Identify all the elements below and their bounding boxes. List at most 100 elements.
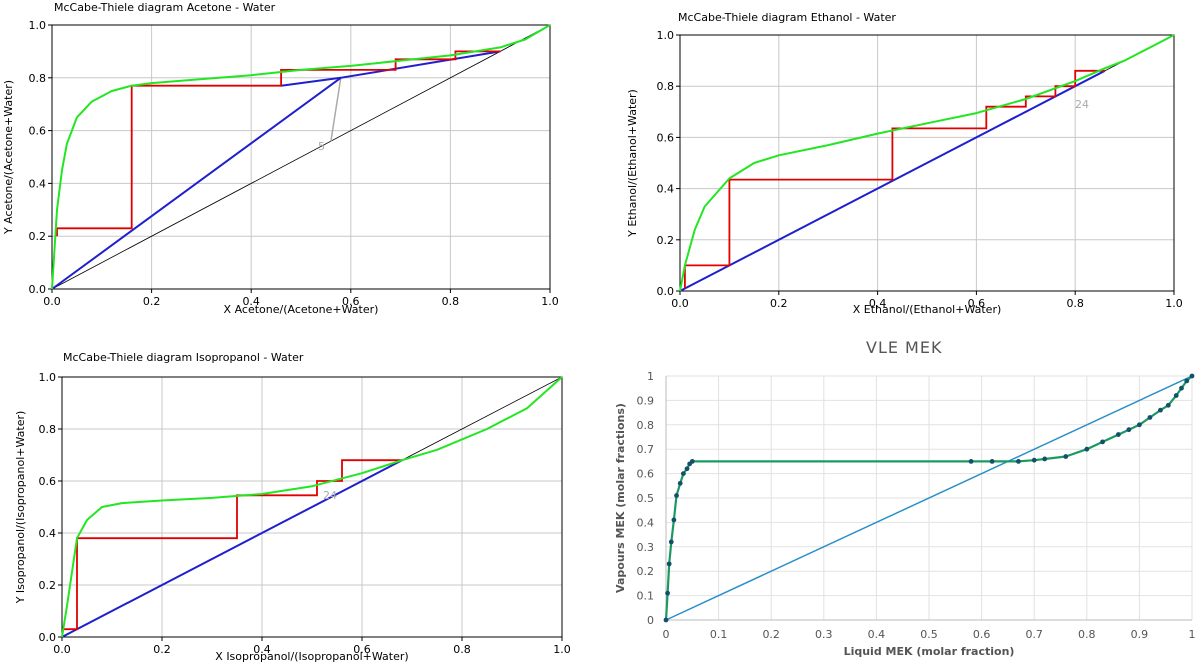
data-point bbox=[1100, 439, 1105, 445]
x-tick-label: 0.6 bbox=[973, 628, 991, 641]
x-tick-label: 1 bbox=[1189, 628, 1196, 641]
x-tick-label: 0.1 bbox=[710, 628, 728, 641]
x-tick-label: 0.2 bbox=[153, 643, 171, 656]
equilibrium-curve bbox=[61, 376, 563, 638]
y-axis-label: Y Ethanol/(Ethanol+Water) bbox=[626, 89, 639, 238]
y-tick-label: 0.7 bbox=[637, 443, 655, 456]
data-point bbox=[1165, 402, 1171, 408]
y-tick-label: 0.2 bbox=[39, 579, 57, 592]
y-tick-label: 0.2 bbox=[637, 565, 655, 578]
diagonal-series bbox=[665, 375, 1193, 621]
x-tick-label: 0.3 bbox=[815, 628, 833, 641]
operating-line bbox=[280, 76, 341, 87]
y-tick-label: 1 bbox=[647, 370, 654, 383]
y-axis-label: Y Isopropanol/(Isopropanol+Water) bbox=[14, 411, 27, 605]
data-point bbox=[1184, 378, 1190, 384]
x-tick-label: 1.0 bbox=[1165, 297, 1183, 310]
data-point bbox=[1084, 446, 1090, 452]
y-tick-label: 0.2 bbox=[657, 234, 675, 247]
y-tick-label: 0.4 bbox=[637, 516, 655, 529]
x-axis-label: X Ethanol/(Ethanol+Water) bbox=[853, 303, 1002, 316]
y-tick-label: 0 bbox=[647, 614, 654, 627]
y-tick-label: 0.0 bbox=[29, 283, 47, 296]
chart-title: McCabe-Thiele diagram Acetone - Water bbox=[54, 1, 276, 14]
y-tick-label: 1.0 bbox=[39, 371, 57, 384]
y-axis-label: Vapours MEK (molar fractions) bbox=[614, 403, 627, 593]
x-tick-label: 0.8 bbox=[1078, 628, 1096, 641]
y-tick-label: 0.6 bbox=[637, 468, 655, 481]
y-tick-label: 0.0 bbox=[39, 631, 57, 644]
x-tick-label: 0.7 bbox=[1025, 628, 1043, 641]
data-point bbox=[1137, 422, 1142, 428]
data-point bbox=[1158, 407, 1163, 413]
y-tick-label: 0.3 bbox=[637, 541, 655, 554]
y-tick-label: 0.5 bbox=[637, 492, 655, 505]
y-tick-label: 0.6 bbox=[29, 125, 47, 138]
data-point bbox=[1016, 459, 1021, 464]
x-tick-label: 0.2 bbox=[762, 628, 780, 641]
chart-title: VLE MEK bbox=[866, 338, 943, 357]
x-tick-label: 0.9 bbox=[1131, 628, 1149, 641]
x-tick-label: 0.8 bbox=[1066, 297, 1084, 310]
data-point bbox=[663, 617, 669, 623]
chart-title: McCabe-Thiele diagram Ethanol - Water bbox=[678, 11, 896, 24]
y-tick-label: 0.6 bbox=[39, 475, 57, 488]
isopropanol-plot: 0.0 0.2 0.4 0.6 0.8 1.0 0.0 0.2 0.4 0.6 0.8 1.0 24 X … bbox=[14, 371, 571, 663]
y-tick-label: 0.8 bbox=[39, 423, 57, 436]
operating-line bbox=[61, 459, 403, 638]
y-tick-label: 0.4 bbox=[657, 183, 675, 196]
stage-steps bbox=[62, 459, 402, 631]
stage-annotation: 5 bbox=[318, 140, 325, 153]
y-tick-label: 1.0 bbox=[657, 29, 675, 42]
ethanol-plot: 0.0 0.2 0.4 0.6 0.8 1.0 0.0 0.2 0.4 0.6 0.8 1.0 24 X … bbox=[626, 29, 1183, 316]
acetone-plot: 0.0 0.2 0.4 0.6 0.8 1.0 0.0 0.2 0.4 0.6 0.8 1.0 5 X A… bbox=[2, 19, 559, 316]
x-tick-label: 0.8 bbox=[453, 643, 471, 656]
x-axis-label: X Acetone/(Acetone+Water) bbox=[224, 303, 379, 316]
x-tick-label: 1.0 bbox=[541, 295, 559, 308]
y-tick-label: 0.2 bbox=[29, 230, 47, 243]
equilibrium-curve bbox=[679, 34, 1175, 292]
stage-annotation: 24 bbox=[323, 489, 337, 502]
data-point bbox=[1173, 393, 1179, 398]
x-tick-label: 0.8 bbox=[442, 295, 460, 308]
stage-steps bbox=[684, 69, 1105, 289]
diagonal-line bbox=[51, 24, 551, 290]
x-axis-label: X Isopropanol/(Isopropanol+Water) bbox=[215, 650, 408, 663]
data-point bbox=[1147, 415, 1153, 420]
data-point bbox=[684, 466, 690, 472]
x-tick-label: 0.4 bbox=[242, 295, 260, 308]
y-tick-label: 0.8 bbox=[637, 419, 655, 432]
y-tick-label: 0.1 bbox=[637, 590, 655, 603]
x-tick-label: 0.2 bbox=[770, 297, 788, 310]
x-tick-label: 0.4 bbox=[869, 297, 887, 310]
operating-line bbox=[679, 69, 1106, 292]
plot-frame bbox=[61, 376, 563, 638]
data-point bbox=[680, 471, 686, 476]
equilibrium-curve bbox=[51, 24, 551, 290]
data-point bbox=[689, 459, 695, 464]
data-point bbox=[1063, 454, 1069, 459]
y-tick-label: 0.8 bbox=[29, 72, 47, 85]
data-point bbox=[989, 459, 995, 464]
y-tick-label: 1.0 bbox=[29, 19, 47, 32]
data-point bbox=[1179, 385, 1184, 391]
x-tick-label: 0.4 bbox=[253, 643, 271, 656]
y-axis-label: Y Acetone/(Acetone+Water) bbox=[2, 80, 15, 235]
x-tick-label: 0.4 bbox=[868, 628, 886, 641]
x-tick-label: 0.2 bbox=[143, 295, 161, 308]
data-point bbox=[968, 459, 974, 464]
y-tick-label: 0.4 bbox=[29, 177, 47, 190]
x-tick-label: 0.0 bbox=[671, 297, 689, 310]
x-axis-label: Liquid MEK (molar fraction) bbox=[844, 645, 1015, 658]
plot-frame bbox=[51, 24, 551, 290]
feed-line bbox=[330, 77, 342, 142]
data-point bbox=[1031, 457, 1037, 463]
x-tick-label: 0.0 bbox=[43, 295, 61, 308]
y-tick-label: 0.6 bbox=[657, 131, 675, 144]
data-point bbox=[666, 561, 672, 567]
chart-title: McCabe-Thiele diagram Isopropanol - Wate… bbox=[63, 351, 304, 364]
data-point bbox=[1126, 427, 1132, 433]
y-tick-label: 0.9 bbox=[637, 394, 655, 407]
data-point bbox=[671, 517, 677, 523]
